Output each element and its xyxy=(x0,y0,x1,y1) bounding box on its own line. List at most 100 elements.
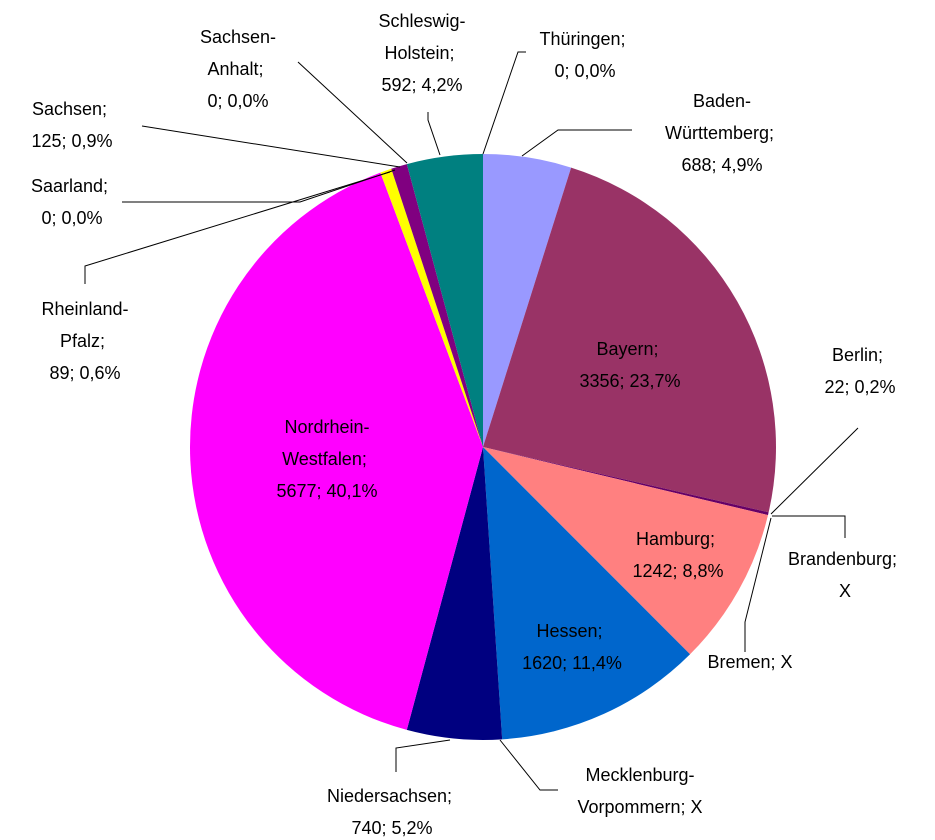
percent-label: 11,4% xyxy=(572,653,622,673)
data-label: Hamburg; 1242; 8,8% xyxy=(632,529,723,581)
label-separator: ; xyxy=(564,61,574,81)
data-label: Baden- Württemberg; 688; 4,9% xyxy=(665,91,779,175)
percent-label: 40,1% xyxy=(327,481,378,501)
leader-line xyxy=(395,739,451,772)
data-label: Bremen; X xyxy=(707,652,792,672)
value-label: 125 xyxy=(31,131,61,151)
category-line: Sachsen xyxy=(32,99,102,119)
category-line: Vorpommern xyxy=(577,797,680,817)
label-separator: ; xyxy=(412,75,422,95)
value-label: 0 xyxy=(207,91,217,111)
label-separator: ; xyxy=(62,131,72,151)
category-label: Hamburg xyxy=(636,529,710,549)
category-line: Anhalt xyxy=(207,59,258,79)
label-separator: ; xyxy=(100,331,110,351)
category-label: Nordrhein- Westfalen xyxy=(282,417,369,469)
percent-label: 0,9% xyxy=(72,131,113,151)
category-line: Bayern xyxy=(596,339,653,359)
category-label: Brandenburg xyxy=(788,549,892,569)
data-label: Berlin; 22; 0,2% xyxy=(824,345,895,397)
category-line: Thüringen xyxy=(539,29,620,49)
percent-label: 8,8% xyxy=(683,561,724,581)
category-line: Holstein xyxy=(384,43,449,63)
category-line: Schleswig- xyxy=(378,11,465,31)
label-separator: ; xyxy=(447,786,457,806)
label-separator: ; xyxy=(710,529,720,549)
category-line: Pfalz xyxy=(60,331,100,351)
percent-label: 23,7% xyxy=(630,371,681,391)
value-label: 1620 xyxy=(522,653,562,673)
label-separator: ; xyxy=(654,339,664,359)
category-label: Mecklenburg- Vorpommern xyxy=(577,765,694,817)
data-label: Rheinland- Pfalz; 89; 0,6% xyxy=(41,299,128,383)
category-label: Sachsen- Anhalt xyxy=(200,27,276,79)
label-separator: ; xyxy=(681,797,691,817)
pie-slice xyxy=(483,447,769,516)
percent-label: 4,2% xyxy=(422,75,463,95)
pie-slice xyxy=(380,168,483,448)
label-separator: ; xyxy=(712,155,722,175)
pie-slice xyxy=(190,172,484,730)
leader-line xyxy=(770,427,859,515)
value-label: 3356 xyxy=(579,371,619,391)
pie-slice xyxy=(483,447,691,740)
category-line: Niedersachsen xyxy=(327,786,447,806)
percent-label: 0,0% xyxy=(62,208,103,228)
value-label: 688 xyxy=(681,155,711,175)
percent-label: 0,2% xyxy=(855,377,896,397)
label-separator: ; xyxy=(362,449,372,469)
label-separator: ; xyxy=(769,123,779,143)
percent-label: 5,2% xyxy=(392,818,433,838)
category-line: Westfalen xyxy=(282,449,362,469)
value-label: 592 xyxy=(381,75,411,95)
leader-line xyxy=(499,739,558,791)
leader-line xyxy=(482,51,526,155)
label-separator: ; xyxy=(771,652,781,672)
label-separator: ; xyxy=(69,363,79,383)
leader-line xyxy=(772,515,846,538)
label-separator: ; xyxy=(619,371,629,391)
pie-slice xyxy=(391,164,483,448)
percent-label: 4,9% xyxy=(722,155,763,175)
category-line: Berlin xyxy=(832,345,878,365)
data-label: Niedersachsen; 740; 5,2% xyxy=(327,786,457,838)
data-label: Saarland; 0; 0,0% xyxy=(31,176,113,228)
data-label: Sachsen; 125; 0,9% xyxy=(31,99,112,151)
category-line: Hamburg xyxy=(636,529,710,549)
category-label: Schleswig- Holstein xyxy=(378,11,465,63)
category-line: Mecklenburg- xyxy=(585,765,694,785)
data-label: Schleswig- Holstein; 592; 4,2% xyxy=(378,11,465,95)
data-label: Nordrhein- Westfalen; 5677; 40,1% xyxy=(276,417,377,501)
label-separator: ; xyxy=(673,561,683,581)
pie-slice xyxy=(483,447,768,655)
label-separator: ; xyxy=(892,549,902,569)
data-label: Mecklenburg- Vorpommern; X xyxy=(577,765,702,817)
leader-line xyxy=(141,125,401,168)
value-label: X xyxy=(781,652,793,672)
value-label: 740 xyxy=(351,818,381,838)
pie-slice xyxy=(483,154,572,447)
category-label: Rheinland- Pfalz xyxy=(41,299,128,351)
label-separator: ; xyxy=(51,208,61,228)
data-label: Brandenburg; X xyxy=(788,549,902,601)
pie-slice xyxy=(406,154,483,447)
data-label: Hessen; 1620; 11,4% xyxy=(522,621,622,673)
value-label: X xyxy=(691,797,703,817)
value-label: X xyxy=(839,581,851,601)
category-line: Rheinland- xyxy=(41,299,128,319)
category-label: Berlin xyxy=(832,345,878,365)
category-label: Baden- Württemberg xyxy=(665,91,769,143)
percent-label: 0,0% xyxy=(575,61,616,81)
label-separator: ; xyxy=(382,818,392,838)
value-label: 5677 xyxy=(276,481,316,501)
label-separator: ; xyxy=(844,377,854,397)
value-label: 1242 xyxy=(632,561,672,581)
leader-line xyxy=(122,169,396,203)
category-line: Hessen xyxy=(536,621,597,641)
label-separator: ; xyxy=(450,43,460,63)
category-label: Thüringen xyxy=(539,29,620,49)
value-label: 0 xyxy=(41,208,51,228)
category-line: Bremen xyxy=(707,652,770,672)
category-line: Baden- xyxy=(693,91,751,111)
label-separator: ; xyxy=(562,653,572,673)
